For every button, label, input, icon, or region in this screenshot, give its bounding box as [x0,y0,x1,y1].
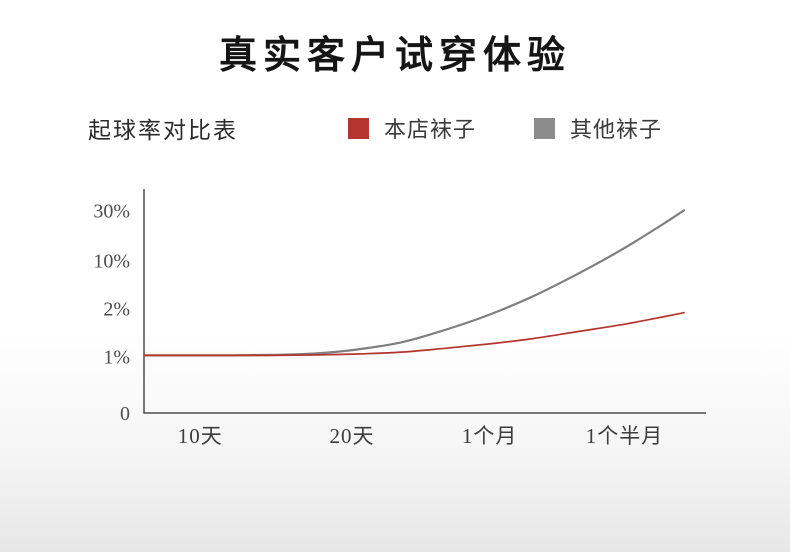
legend-item-other-socks: 其他袜子 [534,112,662,144]
chart-area: 0 1% 2% 10% 30% 10天 20天 1个月 1个半月 [58,181,790,486]
chart-title: 起球率对比表 [88,118,238,143]
svg-text:30%: 30% [93,200,130,222]
pilling-rate-line-chart: 0 1% 2% 10% 30% 10天 20天 1个月 1个半月 [93,189,706,448]
svg-text:2%: 2% [103,298,130,320]
legend-label-our-socks: 本店袜子 [384,117,477,142]
legend-item-our-socks: 本店袜子 [348,112,476,144]
legend-swatch-gray [534,117,556,139]
legend-label-other-socks: 其他袜子 [570,117,663,142]
page-title: 真实客户试穿体验 [218,35,571,77]
chart-header: 起球率对比表 本店袜子 其他袜子 [88,111,790,145]
svg-text:1%: 1% [103,346,130,368]
svg-text:0: 0 [120,403,130,425]
svg-text:20天: 20天 [329,424,374,448]
svg-text:1个半月: 1个半月 [586,424,664,448]
svg-text:10天: 10天 [178,424,223,448]
svg-text:1个月: 1个月 [462,424,518,448]
legend-swatch-red [348,117,369,139]
legend: 本店袜子 其他袜子 [348,112,662,144]
svg-text:10%: 10% [93,250,130,272]
